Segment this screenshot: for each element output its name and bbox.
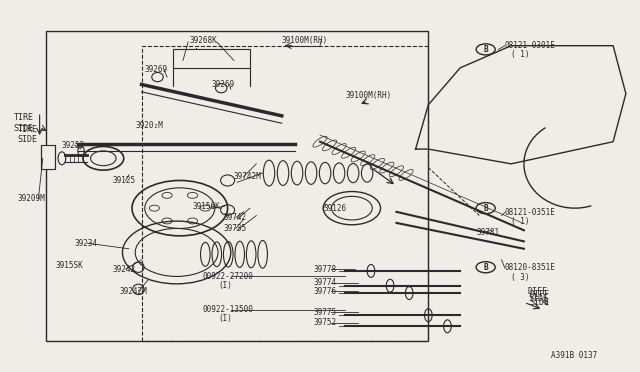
- Text: TIRE
SIDE: TIRE SIDE: [17, 125, 37, 144]
- Text: 39742M: 39742M: [234, 172, 262, 181]
- Text: 00922-13500: 00922-13500: [202, 305, 253, 314]
- Text: 39242: 39242: [113, 264, 136, 273]
- Text: DIFF: DIFF: [528, 287, 548, 296]
- Text: B: B: [483, 45, 488, 54]
- Text: B: B: [483, 203, 488, 213]
- Text: 08121-0351E: 08121-0351E: [505, 208, 556, 217]
- Text: 39781: 39781: [476, 228, 499, 237]
- Text: 00922-27200: 00922-27200: [202, 272, 253, 281]
- Text: 39774: 39774: [314, 278, 337, 287]
- Bar: [41, 145, 55, 169]
- Text: 08120-8351E: 08120-8351E: [505, 263, 556, 272]
- Bar: [46, 31, 428, 341]
- Text: 39209M: 39209M: [17, 195, 45, 203]
- Text: (I): (I): [218, 281, 232, 290]
- Text: 39100M(RH): 39100M(RH): [346, 91, 392, 100]
- Text: 08121-0301E: 08121-0301E: [505, 41, 556, 50]
- Text: TIRE: TIRE: [13, 113, 34, 122]
- Text: ( 1): ( 1): [511, 51, 530, 60]
- Text: 39752: 39752: [314, 318, 337, 327]
- Text: 39100M(RH): 39100M(RH): [282, 36, 328, 45]
- Text: SIDE: SIDE: [528, 294, 548, 303]
- Text: 39242M: 39242M: [119, 287, 147, 296]
- Text: SIDE: SIDE: [530, 298, 550, 307]
- Text: 39126: 39126: [323, 203, 346, 213]
- Text: 39778: 39778: [314, 264, 337, 273]
- Text: DIFF: DIFF: [530, 291, 550, 299]
- Text: 39776: 39776: [314, 287, 337, 296]
- Text: (I): (I): [218, 314, 232, 323]
- Text: 39775: 39775: [314, 308, 337, 317]
- Text: ( 1): ( 1): [511, 217, 530, 226]
- Text: 39735: 39735: [223, 224, 246, 233]
- Text: ( 3): ( 3): [511, 273, 530, 282]
- Text: 39156K: 39156K: [193, 202, 220, 211]
- Text: A391B 0137: A391B 0137: [550, 350, 597, 360]
- Text: 39742: 39742: [223, 213, 246, 222]
- Text: 39269: 39269: [212, 80, 235, 89]
- Text: 3920₂M: 3920₂M: [135, 121, 163, 129]
- Text: 39269: 39269: [145, 65, 168, 74]
- Text: B: B: [483, 263, 488, 272]
- Bar: [173, 49, 250, 68]
- Text: 39252: 39252: [62, 141, 85, 150]
- Text: SIDE: SIDE: [13, 124, 34, 133]
- Text: 39268K: 39268K: [189, 36, 217, 45]
- Text: 39234: 39234: [75, 239, 98, 248]
- Text: 39125: 39125: [113, 176, 136, 185]
- Text: 3915SK: 3915SK: [56, 261, 83, 270]
